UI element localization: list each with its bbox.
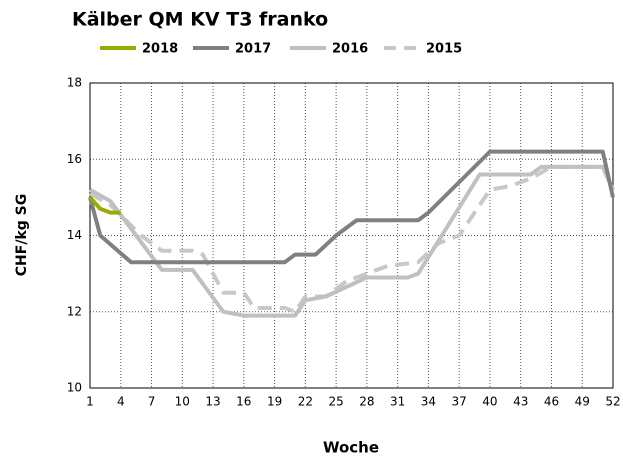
x-tick-label: 52 (605, 395, 620, 409)
series-line (89, 164, 615, 318)
x-tick-label: 1 (86, 395, 94, 409)
x-tick-label: 37 (452, 395, 467, 409)
x-tick-label: 4 (117, 395, 125, 409)
y-axis-label: CHF/kg SG (14, 194, 30, 276)
legend-label: 2016 (332, 42, 368, 57)
x-tick-label: 34 (421, 395, 436, 409)
x-tick-label: 46 (544, 395, 559, 409)
legend-label: 2018 (142, 42, 178, 57)
legend-label: 2017 (235, 42, 271, 57)
y-tick-label: 16 (67, 152, 82, 166)
x-tick-label: 10 (175, 395, 190, 409)
plot-frame (89, 82, 614, 389)
x-tick-label: 7 (148, 395, 156, 409)
chart-title: Kälber QM KV T3 franko (72, 9, 328, 31)
series-line (88, 149, 615, 265)
x-tick-label: 28 (359, 395, 374, 409)
series-line (89, 164, 615, 314)
x-tick-label: 22 (298, 395, 313, 409)
legend-label: 2015 (426, 42, 462, 57)
x-tick-label: 49 (575, 395, 590, 409)
y-tick-label: 10 (67, 381, 82, 395)
y-tick-label: 18 (67, 76, 82, 90)
x-tick-label: 13 (205, 395, 220, 409)
y-tick-label: 12 (67, 304, 82, 318)
x-axis-label: Woche (323, 439, 379, 457)
y-tick-label: 14 (67, 228, 82, 242)
x-tick-label: 43 (513, 395, 528, 409)
x-tick-label: 31 (390, 395, 405, 409)
x-tick-label: 16 (236, 395, 251, 409)
x-tick-label: 19 (267, 395, 282, 409)
x-tick-label: 25 (328, 395, 343, 409)
series-line (88, 196, 121, 215)
x-tick-label: 40 (482, 395, 497, 409)
